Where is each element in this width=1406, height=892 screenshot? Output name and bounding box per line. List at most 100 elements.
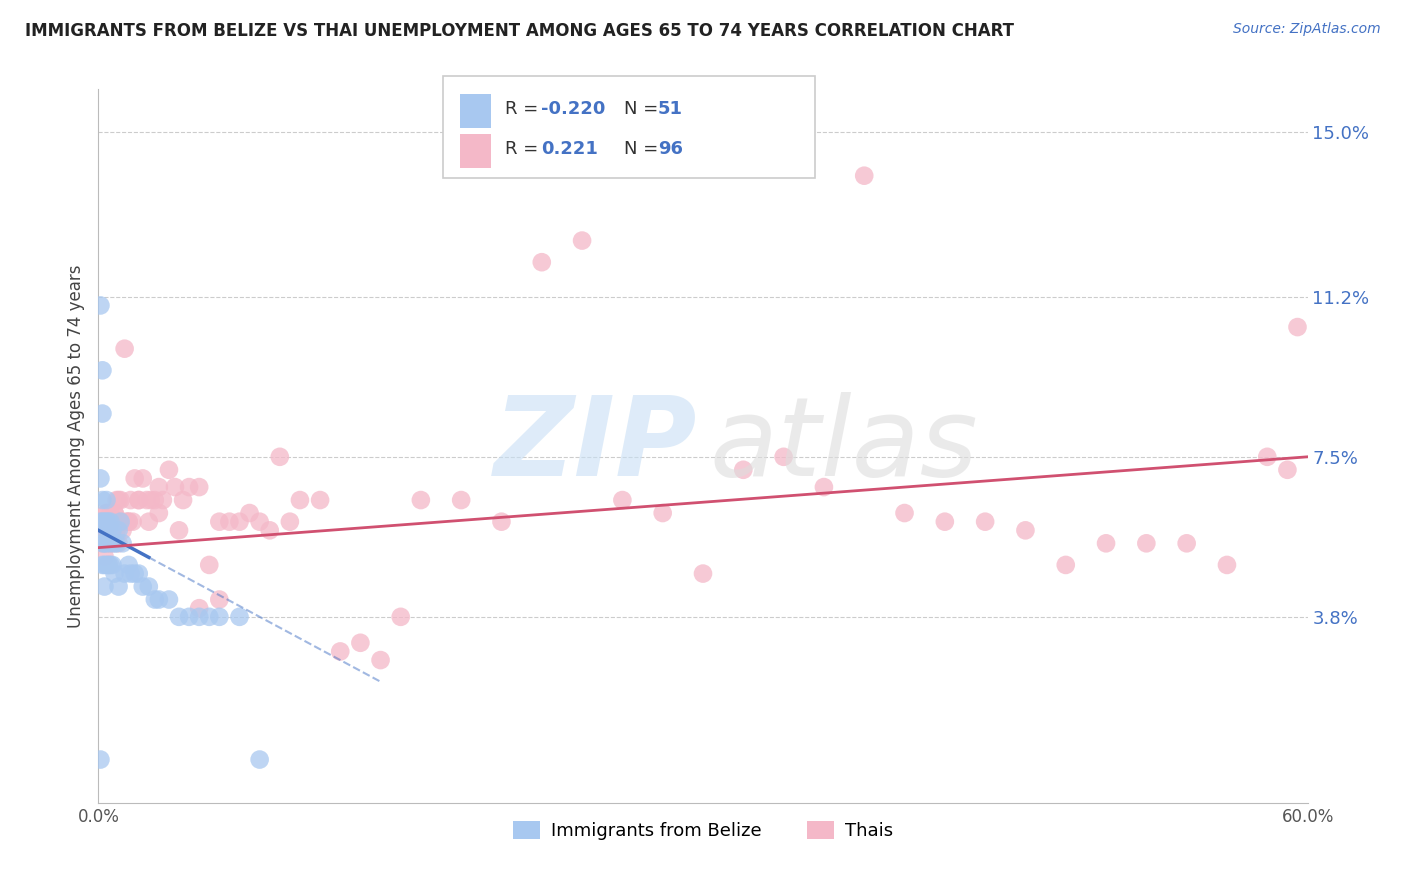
Point [97,558,120,572]
Point [309,493,332,508]
Point [101,536,124,550]
Point [114,342,136,356]
Point [97,515,120,529]
Point [100,524,122,538]
Point [571,234,593,248]
Point [105,493,128,508]
Y-axis label: Unemployment Among Ages 65 to 74 years: Unemployment Among Ages 65 to 74 years [66,264,84,628]
Text: Source: ZipAtlas.com: Source: ZipAtlas.com [1233,22,1381,37]
Text: -0.220: -0.220 [541,100,606,118]
Point [128,566,150,581]
Point [1014,524,1036,538]
Point [259,524,281,538]
Point [118,515,141,529]
Point [111,515,134,529]
Point [157,463,180,477]
Point [107,536,129,550]
Point [329,644,352,658]
Point [148,506,170,520]
Point [89,515,111,529]
Point [157,592,180,607]
Point [101,515,124,529]
Point [138,515,160,529]
Point [89,298,111,312]
Point [733,463,755,477]
Point [228,515,250,529]
Point [107,524,129,538]
Text: atlas: atlas [709,392,977,500]
Point [121,515,143,529]
Point [389,610,412,624]
Point [1095,536,1118,550]
Point [208,610,231,624]
Point [96,558,118,572]
Point [228,610,250,624]
Point [97,515,120,529]
Point [97,524,120,538]
Point [97,524,120,538]
Point [288,493,311,508]
Point [172,493,194,508]
Point [934,515,956,529]
Text: R =: R = [505,100,544,118]
Point [120,493,142,508]
Point [96,515,118,529]
Point [208,515,231,529]
Point [1054,558,1077,572]
Point [208,592,231,607]
Text: 51: 51 [658,100,683,118]
Point [89,515,111,529]
Point [1175,536,1198,550]
Point [91,407,114,421]
Point [974,515,997,529]
Point [179,610,201,624]
Point [93,524,115,538]
Point [107,580,129,594]
Point [813,480,835,494]
Point [89,471,111,485]
Point [167,524,190,538]
Point [491,515,513,529]
Point [96,536,118,550]
Point [105,536,128,550]
Legend: Immigrants from Belize, Thais: Immigrants from Belize, Thais [506,814,900,847]
Point [1277,463,1299,477]
Text: 0.221: 0.221 [541,140,598,158]
Point [114,566,136,581]
Point [1256,450,1278,464]
Point [111,536,134,550]
Point [132,580,155,594]
Point [198,558,221,572]
Point [93,524,115,538]
Point [103,506,125,520]
Point [1286,320,1309,334]
Point [97,558,120,572]
Point [91,515,114,529]
Point [132,471,155,485]
Point [93,558,115,572]
Text: R =: R = [505,140,544,158]
Point [101,515,124,529]
Point [249,753,271,767]
Point [93,580,115,594]
Point [93,515,115,529]
Point [143,493,166,508]
Point [91,363,114,377]
Point [138,580,160,594]
Text: IMMIGRANTS FROM BELIZE VS THAI UNEMPLOYMENT AMONG AGES 65 TO 74 YEARS CORRELATIO: IMMIGRANTS FROM BELIZE VS THAI UNEMPLOYM… [25,22,1014,40]
Point [91,524,114,538]
Point [89,753,111,767]
Text: ZIP: ZIP [494,392,697,500]
Point [118,558,141,572]
Point [128,493,150,508]
Point [853,169,876,183]
Point [111,524,134,538]
Point [110,515,132,529]
Point [91,536,114,550]
Point [93,524,115,538]
Point [349,636,371,650]
Point [409,493,432,508]
Point [101,558,124,572]
Point [152,493,174,508]
Point [105,524,128,538]
